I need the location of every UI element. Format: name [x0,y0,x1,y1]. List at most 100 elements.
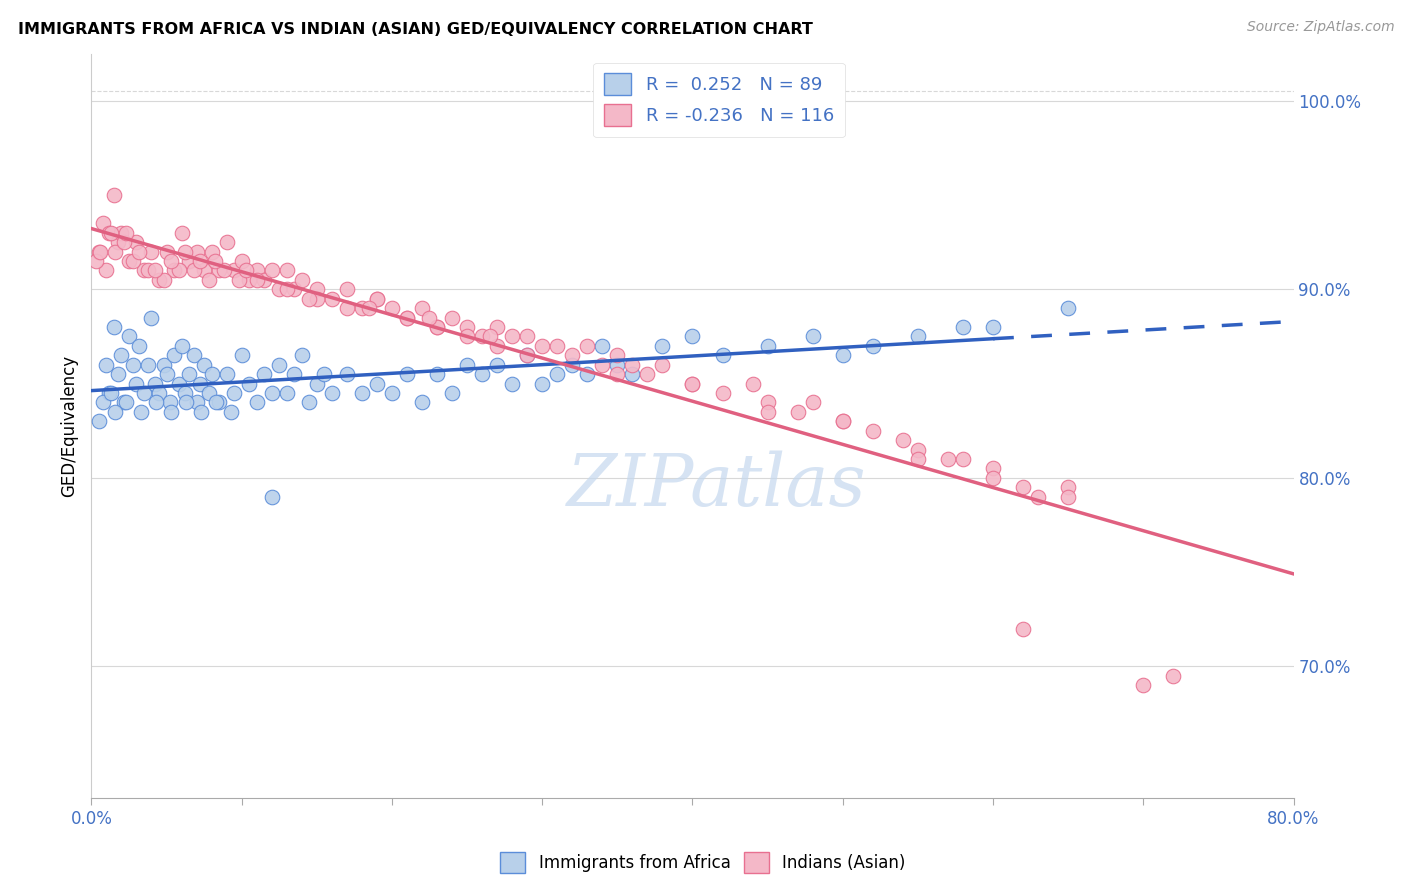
Point [621,367,644,381]
Point [173,244,195,259]
Y-axis label: GED/Equivalency: GED/Equivalency [60,355,79,497]
Point [148,386,170,401]
Point [501,376,523,391]
Point [170,339,193,353]
Point [907,442,929,457]
Point [125,235,148,249]
Point [110,348,132,362]
Point [561,348,583,362]
Point [224,386,246,401]
Point [193,263,215,277]
Point [801,395,824,409]
Point [197,273,219,287]
Point [1161,669,1184,683]
Point [1132,678,1154,692]
Point [291,273,314,287]
Point [395,310,418,325]
Point [801,329,824,343]
Point [336,282,359,296]
Point [87,414,110,428]
Point [501,329,523,343]
Point [208,395,231,409]
Point [298,292,321,306]
Point [132,386,155,401]
Point [107,235,129,249]
Point [486,320,509,334]
Point [143,263,166,277]
Point [177,254,200,268]
Point [305,292,328,306]
Point [711,386,734,401]
Point [215,367,238,381]
Point [148,273,170,287]
Point [122,254,145,268]
Point [891,433,914,447]
Point [336,367,359,381]
Point [104,405,127,419]
Point [426,367,449,381]
Point [636,367,658,381]
Point [831,414,853,428]
Point [228,273,250,287]
Point [188,254,211,268]
Legend: Immigrants from Africa, Indians (Asian): Immigrants from Africa, Indians (Asian) [494,846,912,880]
Point [128,244,150,259]
Point [155,367,177,381]
Point [104,244,127,259]
Point [359,301,381,315]
Point [456,320,478,334]
Point [336,301,359,315]
Point [100,386,122,401]
Point [418,310,440,325]
Point [471,367,494,381]
Point [253,273,276,287]
Point [952,451,974,466]
Point [100,226,122,240]
Point [115,226,138,240]
Point [201,244,224,259]
Point [118,254,141,268]
Point [183,263,205,277]
Point [411,301,433,315]
Point [576,367,599,381]
Point [486,339,509,353]
Point [235,263,257,277]
Point [411,395,433,409]
Point [193,358,215,372]
Point [129,405,152,419]
Point [183,348,205,362]
Point [395,310,418,325]
Point [152,273,174,287]
Point [186,244,208,259]
Point [167,263,190,277]
Point [141,244,163,259]
Point [741,376,763,391]
Point [246,273,269,287]
Point [381,386,404,401]
Point [862,339,884,353]
Point [606,367,628,381]
Point [756,405,779,419]
Point [163,263,186,277]
Point [84,254,107,268]
Point [167,376,190,391]
Point [186,395,208,409]
Point [138,358,160,372]
Point [305,282,328,296]
Point [103,320,125,334]
Point [831,348,853,362]
Point [107,367,129,381]
Point [531,376,554,391]
Point [93,216,115,230]
Point [862,424,884,438]
Point [160,405,183,419]
Point [174,395,197,409]
Point [260,263,283,277]
Point [516,329,538,343]
Point [260,490,283,504]
Point [231,348,253,362]
Point [132,263,155,277]
Point [681,376,703,391]
Point [305,376,328,391]
Point [321,292,343,306]
